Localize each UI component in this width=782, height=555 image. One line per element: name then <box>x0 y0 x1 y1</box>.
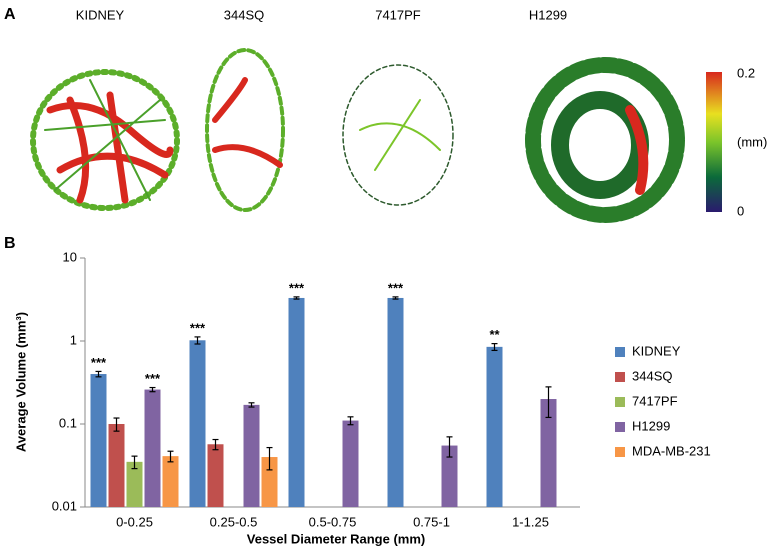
error-bar <box>113 417 120 432</box>
y-tick-label: 0.1 <box>59 415 77 430</box>
error-bar <box>131 455 138 470</box>
image-title: 7417PF <box>375 7 421 22</box>
significance-label: ** <box>489 327 500 342</box>
legend-swatch <box>615 397 625 407</box>
legend-swatch <box>615 347 625 357</box>
legend-swatch <box>615 372 625 382</box>
bar <box>261 457 278 507</box>
bar <box>342 420 359 507</box>
significance-label: *** <box>388 280 404 295</box>
bar <box>144 389 161 507</box>
bar <box>387 297 404 507</box>
error-bar <box>95 370 102 378</box>
colorbar-label: 0 <box>737 203 744 218</box>
colorbar-label: (mm) <box>737 134 767 149</box>
y-tick-label: 10 <box>63 249 77 264</box>
legend-label: MDA-MB-231 <box>632 443 711 458</box>
significance-label: *** <box>145 371 161 386</box>
legend-swatch <box>615 447 625 457</box>
y-axis-title: Average Volume (mm³) <box>13 312 28 452</box>
x-tick-label: 0.25-0.5 <box>210 514 258 529</box>
error-bar <box>212 438 219 451</box>
legend-swatch <box>615 422 625 432</box>
colorbar <box>706 72 722 212</box>
x-tick-label: 0-0.25 <box>116 514 153 529</box>
bar <box>126 461 143 507</box>
bar <box>441 445 458 507</box>
error-bar <box>446 436 453 458</box>
bar <box>108 424 125 507</box>
colorbar-label: 0.2 <box>737 65 755 80</box>
image-title: H1299 <box>529 7 567 22</box>
bar <box>288 297 305 507</box>
legend-label: 7417PF <box>632 393 678 408</box>
error-bar <box>392 296 399 300</box>
image-title: KIDNEY <box>76 7 125 22</box>
y-tick-label: 0.01 <box>52 498 77 513</box>
vessel-renderings <box>30 48 685 223</box>
bar <box>189 340 206 507</box>
legend-label: 344SQ <box>632 368 672 383</box>
x-axis-title: Vessel Diameter Range (mm) <box>247 531 425 546</box>
significance-label: *** <box>91 355 107 370</box>
bar <box>207 444 224 507</box>
y-tick-label: 1 <box>70 332 77 347</box>
x-tick-label: 0.75-1 <box>413 514 450 529</box>
error-bar <box>347 416 354 426</box>
image-title: 344SQ <box>224 7 264 22</box>
error-bar <box>545 386 552 419</box>
error-bar <box>149 386 156 393</box>
significance-label: *** <box>289 280 305 295</box>
bar <box>540 399 557 507</box>
error-bar <box>491 343 498 352</box>
error-bar <box>167 450 174 463</box>
error-bar <box>266 446 273 471</box>
bar <box>243 404 260 507</box>
error-bar <box>248 402 255 408</box>
error-bar <box>194 336 201 345</box>
x-tick-label: 0.5-0.75 <box>309 514 357 529</box>
bar <box>90 374 107 507</box>
error-bar <box>293 296 300 300</box>
bar <box>486 346 503 507</box>
legend-label: KIDNEY <box>632 343 681 358</box>
bar <box>162 456 179 507</box>
panel-label: A <box>4 6 16 23</box>
x-tick-label: 1-1.25 <box>512 514 549 529</box>
significance-label: *** <box>190 320 206 335</box>
legend-label: H1299 <box>632 418 670 433</box>
panel-label: B <box>4 235 16 252</box>
